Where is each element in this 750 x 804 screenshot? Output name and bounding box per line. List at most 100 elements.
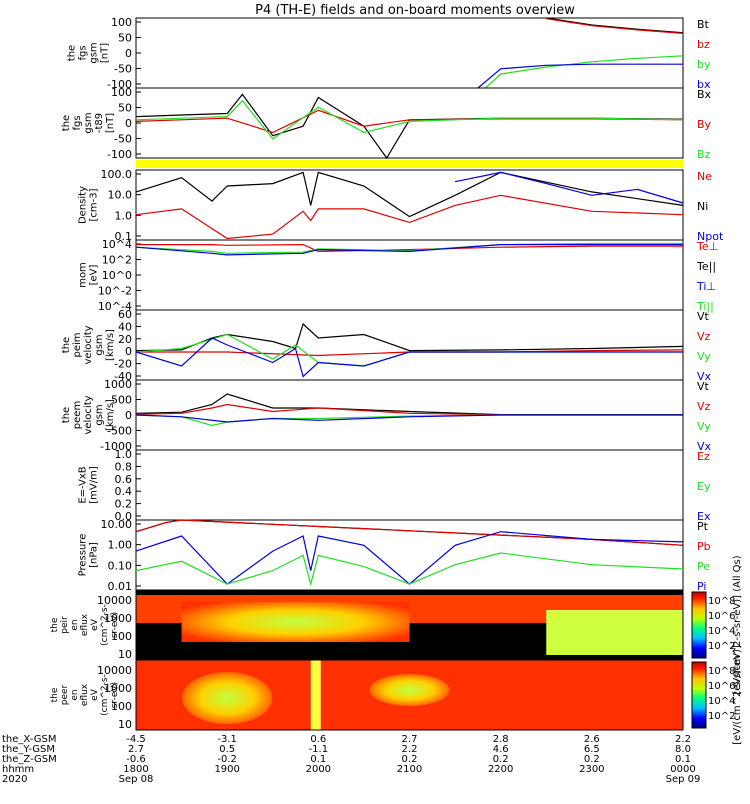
ylabel-group: E=-VxB [mV/m] bbox=[78, 466, 100, 504]
series-bx-line bbox=[135, 93, 684, 160]
ylabel-line: gsm bbox=[89, 42, 100, 63]
legend-entry: Bt bbox=[697, 18, 710, 31]
colorbar-label: [eV/(cm^2-s-sr-eV)] bbox=[732, 645, 743, 745]
legend-entry: Ti⊥ bbox=[696, 280, 716, 293]
ylabel-group: the fgs gsm -t89 [nT] bbox=[61, 112, 116, 133]
xaxis-tick-label: 2.8 bbox=[493, 734, 509, 745]
series-pe-line bbox=[135, 552, 684, 587]
ytick-label: -100 bbox=[107, 78, 132, 91]
xaxis-tick-label: 0000 bbox=[670, 764, 695, 775]
xaxis-tick-label: 0.6 bbox=[310, 734, 326, 745]
series-bz-line bbox=[135, 99, 684, 140]
legend-entry: Vt bbox=[697, 380, 710, 393]
series-vt-line bbox=[135, 393, 683, 416]
legend-entry: Vy bbox=[697, 420, 711, 433]
xaxis-tick-label: 0.2 bbox=[584, 754, 600, 765]
ylabel-line: velocity bbox=[83, 325, 94, 364]
xaxis-tick-label: Sep 09 bbox=[666, 774, 701, 785]
ylabel-line: eflux bbox=[80, 683, 90, 706]
ytick-label: 1000 bbox=[104, 682, 132, 695]
ytick-label: 0.6 bbox=[115, 473, 133, 486]
series-pi-line bbox=[135, 531, 684, 585]
legend-entry: Vt bbox=[697, 310, 710, 323]
series-bt-line bbox=[546, 17, 684, 34]
ytick-label: 50 bbox=[118, 32, 132, 45]
series-ti-line bbox=[135, 244, 683, 256]
colorbar-tick: 10^6 bbox=[708, 611, 735, 622]
ylabel-line: the bbox=[67, 45, 78, 61]
series-ne-line bbox=[135, 194, 684, 240]
xaxis-tick-label: 2000 bbox=[306, 764, 331, 775]
ytick-label: 60 bbox=[118, 308, 132, 321]
xaxis-tick-label: 1800 bbox=[123, 764, 148, 775]
xaxis-tick-label: 2.2 bbox=[402, 744, 418, 755]
ylabel-line: velocity bbox=[83, 395, 94, 434]
panel-peer-spectrogram: 10000 1000 100 10 the peer en eflux eV (cm^2-s-sr… bbox=[50, 645, 743, 745]
ytick-label: -40 bbox=[114, 370, 132, 383]
colorbar-tick: 10^4 bbox=[708, 626, 735, 637]
panel-peem-velocity: 1000 500 0 -500 -1000 the peem velocity gsm [km/s… bbox=[61, 378, 712, 453]
xaxis-row-label: the_X-GSM bbox=[2, 734, 56, 745]
legend-entry: Pe bbox=[697, 560, 710, 573]
xaxis-tick-label: -4.5 bbox=[126, 734, 146, 745]
colorbar-tick: 10^6 bbox=[708, 681, 735, 692]
ylabel-line: [mV/m] bbox=[89, 466, 100, 504]
legend-entry: Ez bbox=[697, 450, 710, 463]
ylabel-line: the bbox=[61, 407, 72, 423]
panel-density: 100.0 10.0 1.0 0.1 Density [cm-3] Ne Ni Npot bbox=[78, 168, 724, 243]
xaxis-tick-label: 2100 bbox=[397, 764, 422, 775]
xaxis-tick-label: 2.7 bbox=[402, 734, 418, 745]
legend-entry: Vy bbox=[697, 350, 711, 363]
ylabel-line: sr-eV) bbox=[110, 612, 120, 638]
spectrogram-band bbox=[310, 660, 321, 730]
colorbar-tick: 10^8 bbox=[708, 596, 735, 607]
ytick-label: 0 bbox=[125, 409, 132, 422]
ytick-label: 0.2 bbox=[115, 498, 133, 511]
xaxis-tick-label: -1.1 bbox=[309, 744, 329, 755]
xaxis-row-label: hhmm bbox=[2, 764, 34, 775]
colorbar bbox=[691, 661, 707, 729]
chart-title: P4 (TH-E) fields and on-board moments ov… bbox=[255, 3, 575, 18]
ytick-label: 100 bbox=[111, 700, 132, 713]
ylabel-line: Pressure bbox=[78, 534, 89, 577]
xaxis-tick-label: 2300 bbox=[579, 764, 604, 775]
xaxis-tick-label: 2.6 bbox=[584, 734, 600, 745]
ylabel-group: the peim velocity gsm [km/s] bbox=[61, 325, 116, 364]
ylabel-line: the bbox=[50, 617, 60, 632]
ytick-label: 10^4 bbox=[102, 238, 132, 251]
ytick-label: 100 bbox=[111, 16, 132, 29]
legend-entry: Pb bbox=[697, 540, 711, 553]
panel-fgs-t89: 100 50 0 -50 -100 the fgs gsm -t89 [nT] Bx By Bz bbox=[61, 86, 712, 161]
ylabel-line: peim bbox=[72, 332, 83, 357]
ylabel-line: sr-eV) bbox=[110, 682, 120, 708]
panel-pressure: 10.00 1.00 0.10 0.01 Pressure [nPa] Pt Pb Pe Pi bbox=[78, 518, 711, 593]
series-ni-line bbox=[135, 171, 684, 218]
xaxis-tick-label: -3.1 bbox=[217, 734, 237, 745]
ylabel-line: en bbox=[70, 689, 80, 700]
ytick-label: 10 bbox=[118, 648, 132, 661]
ytick-label: 10^2 bbox=[102, 254, 132, 267]
ytick-label: 40 bbox=[118, 320, 132, 333]
ylabel-line: E=-VxB bbox=[78, 466, 89, 503]
series-bz-line bbox=[546, 18, 684, 34]
legend-entry: Te⊥ bbox=[696, 240, 718, 253]
panel-temperature: 10^4 10^2 10^0 10^-2 10^-4 mom [eV] Te⊥ Te|| Ti⊥ T… bbox=[78, 238, 719, 313]
colorbar-label: [eV/(cm^2-s-sr-eV)] (All Qs) bbox=[732, 555, 743, 694]
ylabel-line: [nT] bbox=[100, 43, 111, 63]
ylabel-line: the bbox=[50, 687, 60, 702]
xaxis-tick-label: 0.5 bbox=[219, 744, 235, 755]
ytick-label: 1.00 bbox=[108, 539, 133, 552]
ylabel-group: Pressure [nPa] bbox=[78, 534, 100, 577]
panel-efield: 1.00.80.60.40.20.0 E=-VxB [mV/m] Ez Ey Ex bbox=[78, 448, 711, 523]
panel-frame bbox=[135, 659, 684, 731]
ylabel-line: peem bbox=[72, 401, 83, 429]
ylabel-line: Density bbox=[78, 186, 89, 224]
xaxis-tick-label: Sep 08 bbox=[119, 774, 154, 785]
colorbar-tick: 10^8 bbox=[708, 666, 735, 677]
ylabel-line: [km/s] bbox=[105, 329, 116, 361]
colorbar bbox=[691, 591, 707, 659]
ylabel-line: (cm^2-s- bbox=[100, 604, 110, 646]
ylabel-line: eflux bbox=[80, 613, 90, 636]
